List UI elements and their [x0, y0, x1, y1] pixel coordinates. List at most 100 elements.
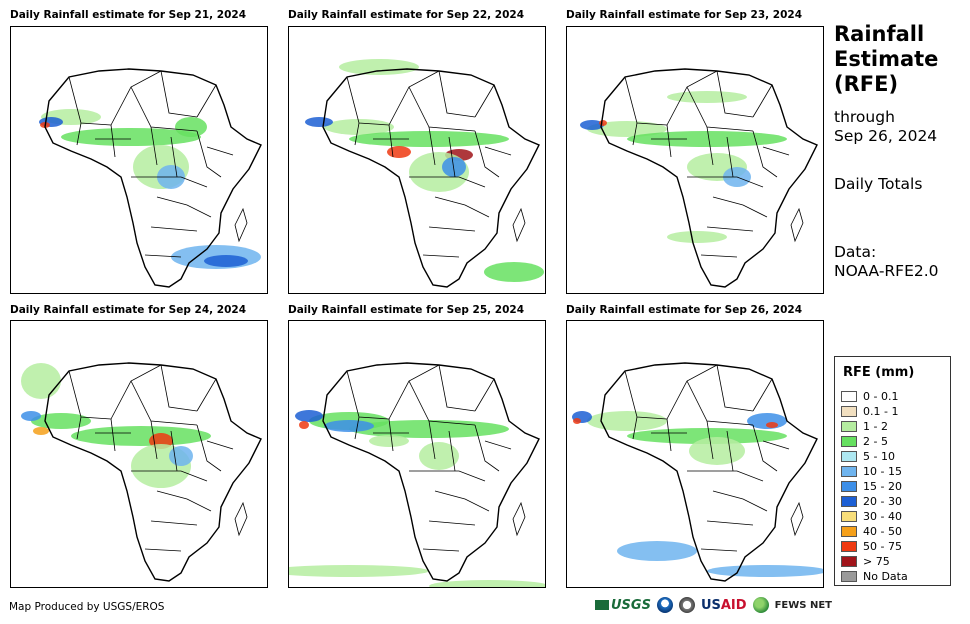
- rainfall-map-sep-25: [288, 320, 546, 588]
- country-border: [408, 86, 476, 132]
- country-border: [706, 226, 754, 232]
- country-border: [434, 196, 490, 218]
- country-border: [160, 70, 198, 118]
- country-border: [409, 470, 486, 482]
- country-border: [428, 226, 476, 232]
- country-border: [76, 122, 82, 146]
- country-border: [762, 146, 790, 156]
- country-border: [196, 130, 222, 178]
- rainfall-area: [349, 131, 509, 147]
- rainfall-area: [324, 420, 374, 432]
- legend-label: 15 - 20: [863, 479, 902, 493]
- legend-label: 1 - 2: [863, 419, 888, 433]
- legend-item: 0.1 - 1: [841, 404, 898, 418]
- legend-item: No Data: [841, 569, 908, 583]
- legend-title: RFE (mm): [843, 365, 915, 380]
- legend-item: 2 - 5: [841, 434, 888, 448]
- country-border: [68, 370, 112, 420]
- country-border: [474, 424, 500, 472]
- africa-map: [572, 362, 823, 582]
- legend-item: 1 - 2: [841, 419, 888, 433]
- country-border: [428, 520, 476, 526]
- legend-label: 0 - 0.1: [863, 389, 899, 403]
- legend-swatch: [841, 525, 857, 537]
- country-border: [712, 490, 768, 512]
- country-border: [687, 176, 764, 188]
- country-border: [474, 378, 495, 412]
- country-border: [170, 430, 178, 472]
- africa-map: [305, 59, 544, 288]
- country-border: [484, 146, 512, 156]
- rainfall-area: [689, 437, 745, 465]
- madagascar-outline: [790, 207, 804, 243]
- country-border: [752, 424, 778, 472]
- legend-label: 50 - 75: [863, 539, 902, 553]
- country-border: [706, 126, 714, 166]
- country-border: [388, 418, 394, 452]
- panel-title-2: Daily Rainfall estimate for Sep 22, 2024: [288, 9, 525, 21]
- country-border: [752, 130, 778, 178]
- legend-label: No Data: [863, 569, 908, 583]
- legend-swatch: [841, 495, 857, 507]
- madagascar-outline: [234, 207, 248, 243]
- rainfall-area: [289, 565, 429, 577]
- country-border: [666, 364, 718, 420]
- legend-swatch: [841, 465, 857, 477]
- legend-label: > 75: [863, 554, 890, 568]
- country-border: [762, 440, 790, 450]
- legend-swatch: [841, 390, 857, 402]
- country-border: [131, 470, 208, 482]
- country-border: [706, 520, 754, 526]
- country-border: [686, 380, 754, 426]
- country-border: [110, 418, 116, 452]
- country-border: [206, 146, 234, 156]
- legend-swatch: [841, 405, 857, 417]
- country-border: [726, 430, 734, 472]
- rainfall-area: [61, 128, 201, 146]
- country-border: [206, 440, 234, 450]
- africa-map: [21, 362, 262, 582]
- continent-outline: [44, 68, 262, 288]
- country-border: [130, 380, 198, 426]
- fews-globe-icon: [752, 597, 769, 613]
- country-border: [346, 76, 390, 126]
- country-border: [388, 70, 440, 126]
- legend-item: 30 - 40: [841, 509, 902, 523]
- legend-item: 5 - 10: [841, 449, 895, 463]
- rainfall-map-sep-24: [10, 320, 268, 588]
- legend-item: 15 - 20: [841, 479, 902, 493]
- country-border: [666, 124, 672, 158]
- rainfall-area: [587, 121, 667, 137]
- madagascar-outline: [234, 501, 248, 537]
- panel-title-5: Daily Rainfall estimate for Sep 25, 2024: [288, 304, 525, 316]
- legend-swatch: [841, 570, 857, 582]
- country-border: [428, 420, 436, 460]
- country-border: [428, 126, 436, 166]
- country-border: [434, 490, 490, 512]
- country-border: [170, 136, 178, 178]
- country-border: [388, 364, 440, 420]
- rainfall-area: [175, 117, 207, 137]
- rainfall-area: [429, 580, 545, 587]
- country-border: [700, 548, 738, 552]
- rainfall-area: [627, 131, 787, 147]
- data-label: Data:: [834, 243, 877, 261]
- country-border: [716, 70, 754, 118]
- country-border: [408, 380, 476, 426]
- country-border: [150, 520, 198, 526]
- rainfall-map-sep-26: [566, 320, 824, 588]
- rainfall-area: [587, 411, 667, 431]
- legend-swatch: [841, 480, 857, 492]
- rainfall-area: [305, 117, 333, 127]
- legend-label: 5 - 10: [863, 449, 895, 463]
- through-date: Sep 26, 2024: [834, 127, 938, 145]
- country-border: [632, 416, 638, 440]
- rainfall-area: [580, 120, 604, 130]
- country-border: [110, 364, 162, 420]
- fews-net-logo: FEWS NET: [774, 599, 832, 611]
- rainfall-map-sep-21: [10, 26, 268, 294]
- country-border: [716, 364, 754, 412]
- country-border: [438, 70, 476, 118]
- legend-label: 40 - 50: [863, 524, 902, 538]
